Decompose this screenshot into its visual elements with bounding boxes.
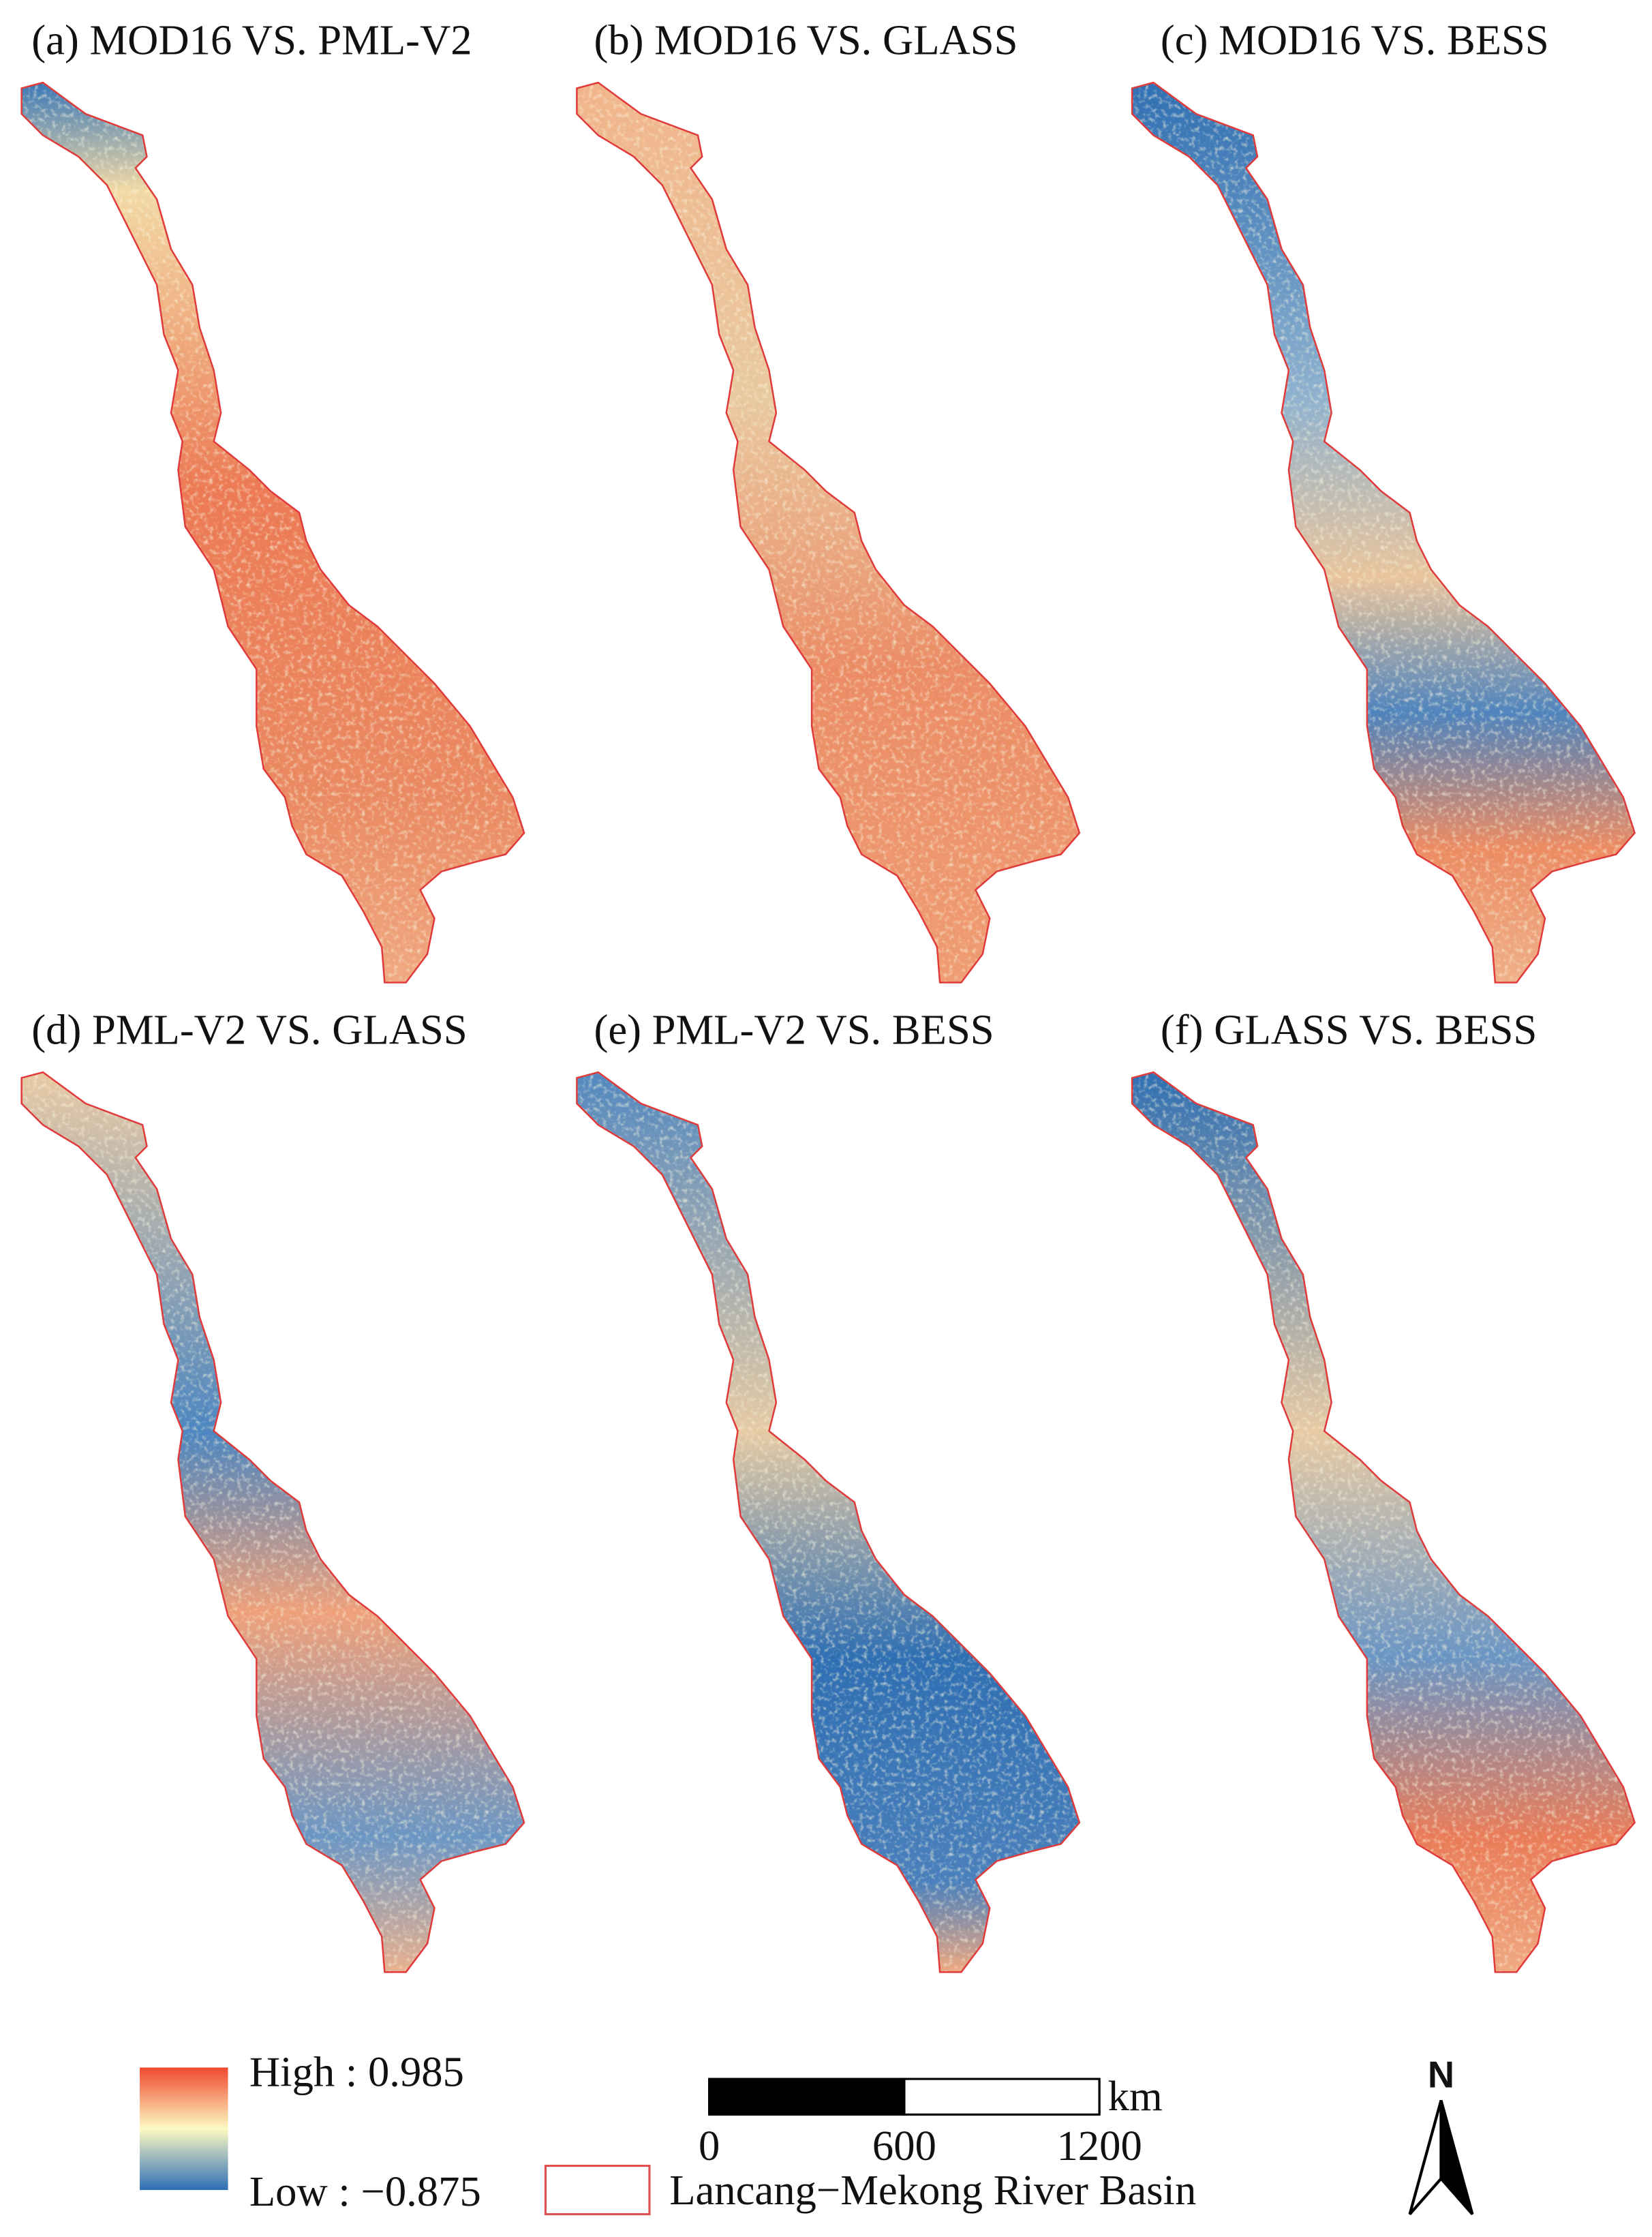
scale-tick-label: 600 bbox=[872, 2122, 936, 2170]
map-panel: (b) MOD16 VS. GLASS bbox=[576, 16, 1081, 984]
panel-title: (d) PML-V2 VS. GLASS bbox=[31, 1005, 467, 1053]
scale-segment bbox=[708, 2078, 906, 2116]
scale-segment bbox=[903, 2078, 1101, 2116]
legend-high: High : 0.985 bbox=[249, 2048, 464, 2096]
panel-title: (a) MOD16 VS. PML-V2 bbox=[31, 16, 472, 63]
panels: (a) MOD16 VS. PML-V2 (b) MOD16 VS. GLASS (… bbox=[20, 16, 1636, 1973]
basin-texture bbox=[1132, 1072, 1635, 1973]
panel-title: (f) GLASS VS. BESS bbox=[1161, 1005, 1537, 1053]
panel-title: (c) MOD16 VS. BESS bbox=[1161, 16, 1549, 63]
basin-texture bbox=[1132, 82, 1635, 983]
scale-tick-label: 0 bbox=[699, 2122, 720, 2170]
panel-title: (e) PML-V2 VS. BESS bbox=[594, 1005, 994, 1053]
north-arrow bbox=[1408, 2099, 1474, 2215]
basin-swatch bbox=[544, 2164, 651, 2216]
basin-texture bbox=[21, 82, 525, 983]
basin-legend: Lancang−Mekong River Basin bbox=[669, 2166, 1196, 2214]
north-label: N bbox=[1428, 2054, 1454, 2096]
color-bar bbox=[140, 2067, 228, 2191]
basin-texture bbox=[21, 1072, 525, 1973]
map-panel: (d) PML-V2 VS. GLASS bbox=[20, 1005, 525, 1973]
legend-low: Low : −0.875 bbox=[249, 2167, 481, 2215]
basin-texture bbox=[577, 1072, 1080, 1973]
map-panel: (f) GLASS VS. BESS bbox=[1131, 1005, 1636, 1973]
scale-tick-label: 1200 bbox=[1056, 2122, 1142, 2170]
map-panel: (a) MOD16 VS. PML-V2 bbox=[20, 16, 525, 984]
basin-texture bbox=[577, 82, 1080, 983]
panel-title: (b) MOD16 VS. GLASS bbox=[594, 16, 1018, 63]
scale-unit: km bbox=[1108, 2072, 1163, 2120]
scale-bar: 0 600 1200 bbox=[699, 2078, 1142, 2170]
map-panel: (c) MOD16 VS. BESS bbox=[1131, 16, 1636, 984]
map-panel: (e) PML-V2 VS. BESS bbox=[576, 1005, 1081, 1973]
